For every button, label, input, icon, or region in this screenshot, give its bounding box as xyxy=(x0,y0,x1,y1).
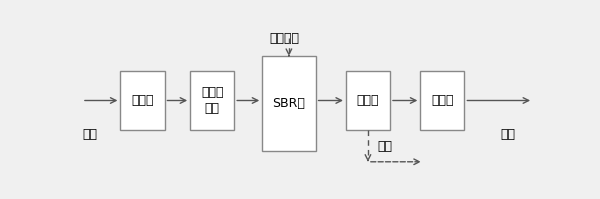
Bar xyxy=(420,71,464,130)
Text: 水解酸
化池: 水解酸 化池 xyxy=(201,86,223,115)
Text: 活性半焦: 活性半焦 xyxy=(269,32,299,45)
Bar xyxy=(121,71,164,130)
Text: 废水: 废水 xyxy=(82,128,97,141)
Bar xyxy=(190,71,234,130)
Text: SBR池: SBR池 xyxy=(272,97,305,110)
Bar xyxy=(346,71,390,130)
Text: 澄清池: 澄清池 xyxy=(356,94,379,107)
Text: 出水: 出水 xyxy=(500,128,515,141)
Text: 调节池: 调节池 xyxy=(131,94,154,107)
Text: 砂滤罐: 砂滤罐 xyxy=(431,94,454,107)
Text: 排泥: 排泥 xyxy=(377,140,392,153)
Bar xyxy=(262,56,316,151)
